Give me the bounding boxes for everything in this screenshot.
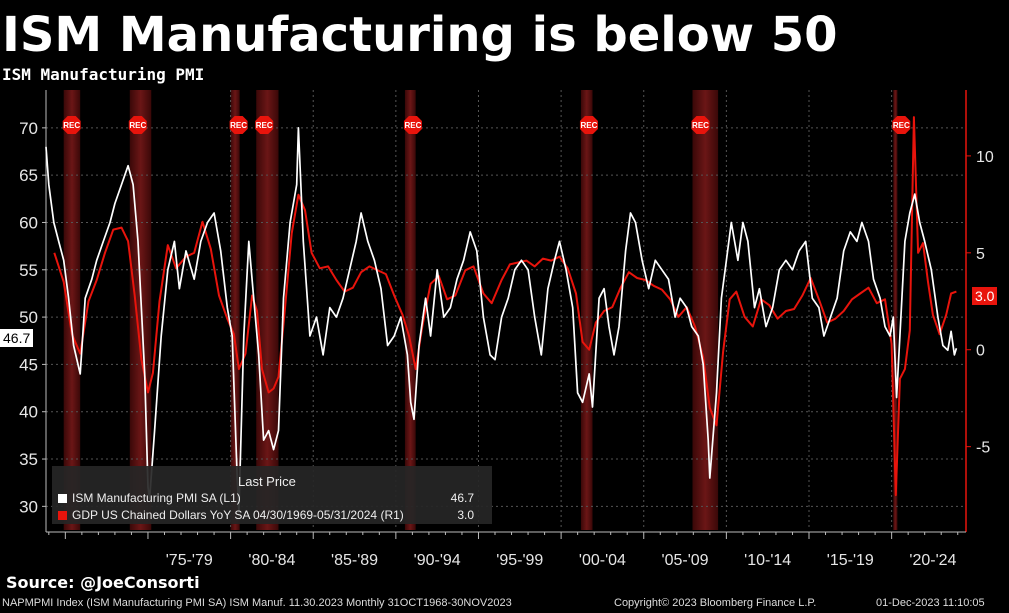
chart-subtitle: ISM Manufacturing PMI — [2, 65, 205, 84]
recession-marker-icon — [403, 116, 422, 134]
legend-item-pmi[interactable]: ISM Manufacturing PMI SA (L1) 46.7 — [58, 491, 486, 505]
recession-band — [692, 90, 719, 530]
x-tick-label: '05-'09 — [662, 552, 709, 569]
legend-label-pmi: ISM Manufacturing PMI SA (L1) — [72, 491, 241, 505]
recession-marker-icon — [691, 116, 710, 134]
right-tick-label: 10 — [976, 149, 994, 166]
left-tick-label: 55 — [19, 261, 38, 280]
recession-marker-icon — [579, 116, 598, 134]
recession-marker-icon — [229, 116, 248, 134]
chart-title: ISM Manufacturing is below 50 — [2, 7, 838, 63]
recession-band — [580, 90, 593, 530]
x-tick-label: '95-'99 — [496, 552, 543, 569]
recession-band — [256, 90, 279, 530]
x-tick-label: '75-'79 — [166, 552, 213, 569]
legend-item-gdp[interactable]: GDP US Chained Dollars YoY SA 04/30/1969… — [58, 508, 486, 522]
recession-marker-icon — [62, 116, 81, 134]
legend-swatch-gdp — [58, 511, 67, 520]
legend-header: Last Price — [238, 474, 296, 489]
recession-marker-icon — [128, 116, 147, 134]
recession-marker-label: REC — [404, 121, 421, 130]
recession-marker-icon — [892, 116, 911, 134]
recession-band — [63, 90, 81, 530]
recession-band — [230, 90, 240, 530]
left-tick-label: 40 — [19, 403, 38, 422]
left-tick-label: 45 — [19, 355, 38, 374]
recession-marker-label: REC — [580, 121, 597, 130]
recession-marker-icon — [255, 116, 274, 134]
recession-marker-label: REC — [230, 121, 247, 130]
footer-timestamp: 01-Dec-2023 11:10:05 — [876, 597, 985, 609]
right-tick-label: 0 — [976, 343, 985, 360]
recession-marker-label: REC — [893, 121, 910, 130]
recession-marker-label: REC — [692, 121, 709, 130]
legend: Last Price ISM Manufacturing PMI SA (L1)… — [52, 466, 492, 524]
left-tick-label: 30 — [19, 497, 38, 516]
legend-value-gdp: 3.0 — [457, 508, 474, 522]
x-tick-label: '80-'84 — [248, 552, 295, 569]
footer-copyright: Copyright© 2023 Bloomberg Finance L.P. — [614, 597, 817, 609]
recession-band — [404, 90, 416, 530]
gdp-last-value-label: 3.0 — [972, 287, 998, 305]
recession-marker-label: REC — [129, 121, 146, 130]
footer-index-info: NAPMPMI Index (ISM Manufacturing PMI SA)… — [2, 597, 512, 609]
x-tick-label: '00-'04 — [579, 552, 626, 569]
x-tick-label: '10-'14 — [744, 552, 791, 569]
recession-marker-label: REC — [256, 121, 273, 130]
x-tick-label: '15-'19 — [827, 552, 874, 569]
recession-band — [893, 90, 898, 530]
x-tick-label: '85-'89 — [331, 552, 378, 569]
right-tick-label: -5 — [976, 440, 990, 457]
source-credit: Source: @JoeConsorti — [6, 573, 200, 592]
gdp-series-line — [53, 116, 957, 497]
x-tick-label: '20-'24 — [909, 552, 956, 569]
x-tick-label: '90-'94 — [414, 552, 461, 569]
right-tick-label: 5 — [976, 246, 985, 263]
left-tick-label: 70 — [19, 119, 38, 138]
legend-label-gdp: GDP US Chained Dollars YoY SA 04/30/1969… — [72, 508, 404, 522]
left-tick-label: 50 — [19, 308, 38, 327]
pmi-last-value-label: 46.7 — [0, 329, 34, 347]
left-tick-label: 35 — [19, 450, 38, 469]
pmi-series-line — [45, 126, 958, 513]
legend-swatch-pmi — [58, 494, 67, 503]
left-tick-label: 65 — [19, 166, 38, 185]
recession-marker-label: REC — [63, 121, 80, 130]
left-tick-label: 60 — [19, 213, 38, 232]
legend-value-pmi: 46.7 — [450, 491, 474, 505]
